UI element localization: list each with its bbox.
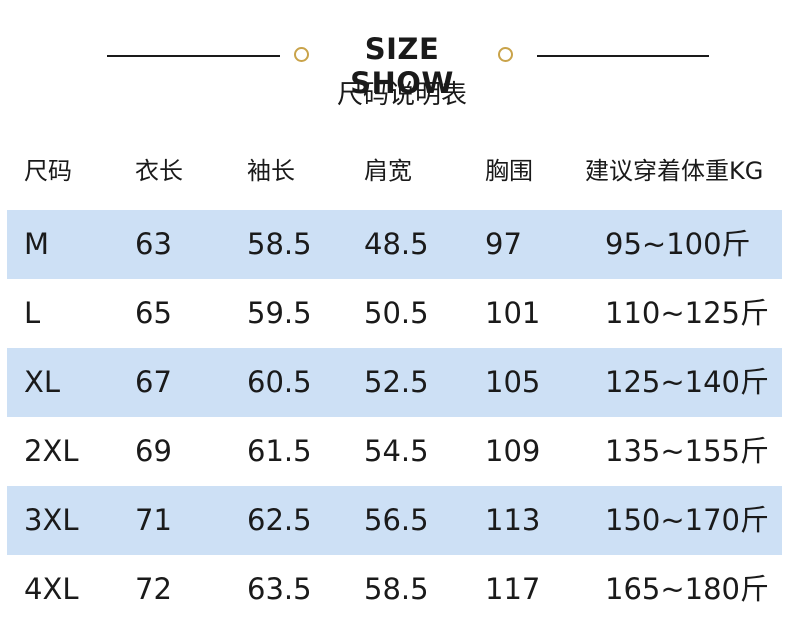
table-row: 4XL 72 63.5 58.5 117 165~180斤 — [7, 555, 782, 624]
table-cell: 72 — [135, 572, 172, 606]
table-cell: XL — [24, 365, 61, 399]
table-row: L 65 59.5 50.5 101 110~125斤 — [7, 279, 782, 348]
table-cell: 71 — [135, 503, 172, 537]
table-cell: 54.5 — [364, 434, 429, 468]
table-cell: 95~100斤 — [605, 227, 751, 261]
table-cell: 150~170斤 — [605, 503, 770, 537]
table-cell: 165~180斤 — [605, 572, 770, 606]
table-cell: 101 — [485, 296, 541, 330]
column-header: 衣长 — [135, 157, 183, 185]
table-row: 3XL 71 62.5 56.5 113 150~170斤 — [7, 486, 782, 555]
circle-ornament-icon — [498, 47, 513, 62]
table-cell: 97 — [485, 227, 522, 261]
header-divider-right — [537, 55, 709, 57]
table-cell: 59.5 — [247, 296, 312, 330]
table-cell: 63.5 — [247, 572, 312, 606]
table-row: 2XL 69 61.5 54.5 109 135~155斤 — [7, 417, 782, 486]
table-cell: 3XL — [24, 503, 79, 537]
column-header: 肩宽 — [364, 157, 412, 185]
table-body: M 63 58.5 48.5 97 95~100斤 L 65 59.5 50.5… — [7, 210, 782, 624]
table-cell: 110~125斤 — [605, 296, 770, 330]
table-header-row: 尺码 衣长 袖长 肩宽 胸围 建议穿着体重KG — [7, 143, 782, 199]
table-cell: 61.5 — [247, 434, 312, 468]
table-cell: 117 — [485, 572, 541, 606]
table-row: M 63 58.5 48.5 97 95~100斤 — [7, 210, 782, 279]
column-header: 建议穿着体重KG — [585, 157, 764, 185]
table-cell: 125~140斤 — [605, 365, 770, 399]
table-cell: 63 — [135, 227, 172, 261]
page-subtitle: 尺码说明表 — [336, 80, 467, 110]
table-cell: 58.5 — [364, 572, 429, 606]
page-title: SIZE SHOW — [350, 32, 454, 100]
table-cell: 135~155斤 — [605, 434, 770, 468]
column-header: 尺码 — [24, 157, 72, 185]
table-cell: 2XL — [24, 434, 79, 468]
table-cell: 105 — [485, 365, 541, 399]
table-cell: M — [24, 227, 50, 261]
size-table: 尺码 衣长 袖长 肩宽 胸围 建议穿着体重KG M 63 58.5 48.5 9… — [7, 143, 782, 606]
table-cell: 58.5 — [247, 227, 312, 261]
table-cell: 60.5 — [247, 365, 312, 399]
circle-ornament-icon — [294, 47, 309, 62]
table-cell: 109 — [485, 434, 541, 468]
table-cell: 67 — [135, 365, 172, 399]
table-cell: 50.5 — [364, 296, 429, 330]
table-cell: 4XL — [24, 572, 79, 606]
column-header: 袖长 — [247, 157, 295, 185]
table-cell: L — [24, 296, 41, 330]
header-divider-left — [107, 55, 280, 57]
table-row: XL 67 60.5 52.5 105 125~140斤 — [7, 348, 782, 417]
table-cell: 65 — [135, 296, 172, 330]
column-header: 胸围 — [485, 157, 533, 185]
table-cell: 48.5 — [364, 227, 429, 261]
table-cell: 69 — [135, 434, 172, 468]
table-cell: 56.5 — [364, 503, 429, 537]
table-cell: 52.5 — [364, 365, 429, 399]
table-cell: 62.5 — [247, 503, 312, 537]
table-cell: 113 — [485, 503, 541, 537]
